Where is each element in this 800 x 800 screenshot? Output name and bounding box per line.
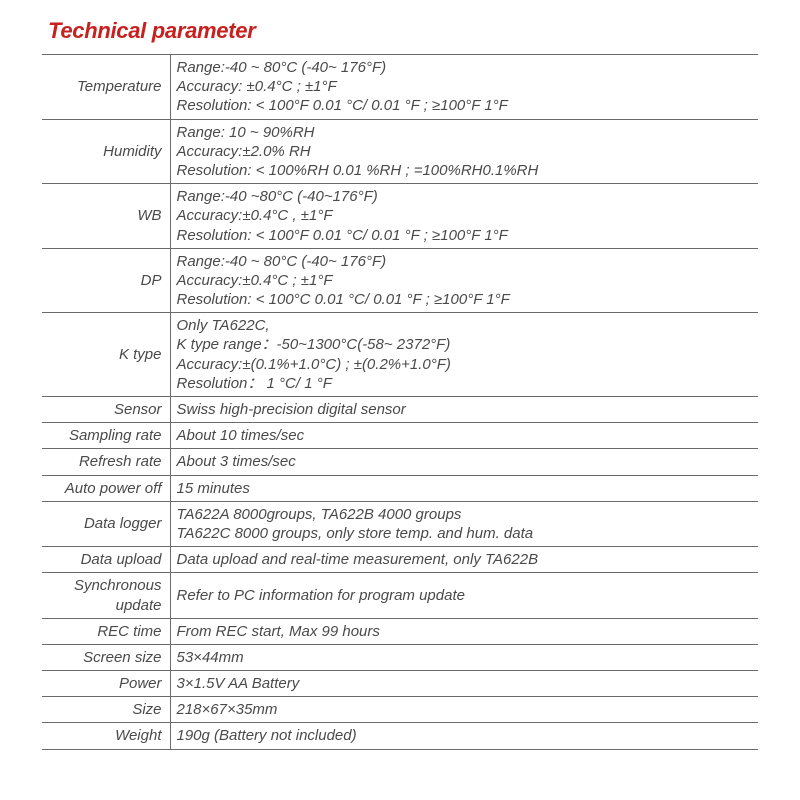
row-label: WB — [42, 184, 170, 249]
row-value: 53×44mm — [170, 644, 758, 670]
row-label: Screen size — [42, 644, 170, 670]
table-row: Synchronous update Refer to PC informatio… — [42, 573, 758, 618]
page-title: Technical parameter — [48, 18, 758, 44]
table-row: Sensor Swiss high-precision digital sens… — [42, 397, 758, 423]
table-row: WBRange:-40 ~80°C (-40~176°F)Accuracy:±0… — [42, 184, 758, 249]
row-label: Humidity — [42, 119, 170, 184]
table-row: DPRange:-40 ~ 80°C (-40~ 176°F)Accuracy:… — [42, 248, 758, 313]
row-value-line: Only TA622C, — [177, 316, 753, 335]
row-value-line: 15 minutes — [177, 479, 753, 498]
row-value-line: Refer to PC information for program upda… — [177, 586, 753, 605]
row-value: Range: 10 ~ 90%RHAccuracy:±2.0% RHResolu… — [170, 119, 758, 184]
table-row: Weight 190g (Battery not included) — [42, 723, 758, 749]
row-value: About 10 times/sec — [170, 423, 758, 449]
row-value-line: Resolution: < 100°F 0.01 °C/ 0.01 °F ; ≥… — [177, 96, 753, 115]
row-value-line: K type range：-50~1300°C(-58~ 2372°F) — [177, 335, 753, 354]
row-value-line: Accuracy:±0.4°C , ±1°F — [177, 206, 753, 225]
row-value-line: Resolution: < 100°C 0.01 °C/ 0.01 °F ; ≥… — [177, 290, 753, 309]
row-label: Sampling rate — [42, 423, 170, 449]
row-value: 15 minutes — [170, 475, 758, 501]
table-row: Power 3×1.5V AA Battery — [42, 671, 758, 697]
table-row: Refresh rate About 3 times/sec — [42, 449, 758, 475]
row-label: K type — [42, 313, 170, 397]
row-value: Data upload and real-time measurement, o… — [170, 547, 758, 573]
row-value-line: 3×1.5V AA Battery — [177, 674, 753, 693]
table-row: REC time From REC start, Max 99 hours — [42, 618, 758, 644]
row-value: Only TA622C,K type range：-50~1300°C(-58~… — [170, 313, 758, 397]
row-value: From REC start, Max 99 hours — [170, 618, 758, 644]
row-value-line: Accuracy:±2.0% RH — [177, 142, 753, 161]
row-value: Range:-40 ~ 80°C (-40~ 176°F)Accuracy:±0… — [170, 248, 758, 313]
row-value-line: TA622C 8000 groups, only store temp. and… — [177, 524, 753, 543]
row-value-line: About 10 times/sec — [177, 426, 753, 445]
row-value-line: 190g (Battery not included) — [177, 726, 753, 745]
table-row: K typeOnly TA622C,K type range：-50~1300°… — [42, 313, 758, 397]
row-label: Auto power off — [42, 475, 170, 501]
table-row: Data upload Data upload and real-time mea… — [42, 547, 758, 573]
row-value: Refer to PC information for program upda… — [170, 573, 758, 618]
row-label: Sensor — [42, 397, 170, 423]
row-value-line: Range:-40 ~80°C (-40~176°F) — [177, 187, 753, 206]
row-label: Synchronous update — [42, 573, 170, 618]
row-label: Data logger — [42, 501, 170, 546]
row-value: About 3 times/sec — [170, 449, 758, 475]
table-row: Data loggerTA622A 8000groups, TA622B 400… — [42, 501, 758, 546]
row-value-line: 218×67×35mm — [177, 700, 753, 719]
row-value: 3×1.5V AA Battery — [170, 671, 758, 697]
row-value-line: 53×44mm — [177, 648, 753, 667]
table-row: Sampling rate About 10 times/sec — [42, 423, 758, 449]
row-label: Refresh rate — [42, 449, 170, 475]
row-label: Weight — [42, 723, 170, 749]
row-value: 218×67×35mm — [170, 697, 758, 723]
row-value: 190g (Battery not included) — [170, 723, 758, 749]
row-value: Swiss high-precision digital sensor — [170, 397, 758, 423]
row-value: TA622A 8000groups, TA622B 4000 groupsTA6… — [170, 501, 758, 546]
row-value-line: Accuracy:±0.4°C ; ±1°F — [177, 271, 753, 290]
table-row: TemperatureRange:-40 ~ 80°C (-40~ 176°F)… — [42, 55, 758, 120]
row-value-line: Resolution： 1 °C/ 1 °F — [177, 374, 753, 393]
row-value-line: From REC start, Max 99 hours — [177, 622, 753, 641]
table-row: HumidityRange: 10 ~ 90%RHAccuracy:±2.0% … — [42, 119, 758, 184]
row-label: Data upload — [42, 547, 170, 573]
row-value-line: Accuracy: ±0.4°C ; ±1°F — [177, 77, 753, 96]
row-value-line: TA622A 8000groups, TA622B 4000 groups — [177, 505, 753, 524]
row-value-line: Resolution: < 100%RH 0.01 %RH ; =100%RH0… — [177, 161, 753, 180]
row-label: Temperature — [42, 55, 170, 120]
table-row: Auto power off 15 minutes — [42, 475, 758, 501]
row-value-line: About 3 times/sec — [177, 452, 753, 471]
row-value-line: Accuracy:±(0.1%+1.0°C) ; ±(0.2%+1.0°F) — [177, 355, 753, 374]
table-row: Screen size 53×44mm — [42, 644, 758, 670]
row-value-line: Range: 10 ~ 90%RH — [177, 123, 753, 142]
row-value-line: Range:-40 ~ 80°C (-40~ 176°F) — [177, 252, 753, 271]
row-value: Range:-40 ~ 80°C (-40~ 176°F)Accuracy: ±… — [170, 55, 758, 120]
row-value-line: Resolution: < 100°F 0.01 °C/ 0.01 °F ; ≥… — [177, 226, 753, 245]
spec-table: TemperatureRange:-40 ~ 80°C (-40~ 176°F)… — [42, 54, 758, 750]
row-value-line: Swiss high-precision digital sensor — [177, 400, 753, 419]
row-value-line: Data upload and real-time measurement, o… — [177, 550, 753, 569]
row-label: DP — [42, 248, 170, 313]
row-label: Power — [42, 671, 170, 697]
row-label: Size — [42, 697, 170, 723]
row-value-line: Range:-40 ~ 80°C (-40~ 176°F) — [177, 58, 753, 77]
row-label: REC time — [42, 618, 170, 644]
row-value: Range:-40 ~80°C (-40~176°F)Accuracy:±0.4… — [170, 184, 758, 249]
table-row: Size 218×67×35mm — [42, 697, 758, 723]
